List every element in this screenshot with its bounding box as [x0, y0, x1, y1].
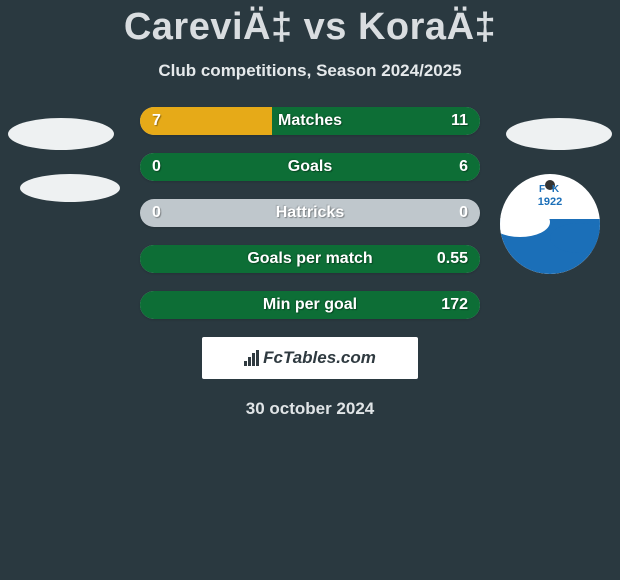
- stat-row: 7Matches11: [0, 107, 620, 135]
- stat-value-right: 0: [459, 204, 468, 222]
- stat-bar: Goals per match0.55: [140, 245, 480, 273]
- stat-label: Matches: [140, 112, 480, 130]
- date-text: 30 october 2024: [0, 399, 620, 419]
- stat-value-right: 172: [441, 296, 468, 314]
- stat-value-right: 0.55: [437, 250, 468, 268]
- stat-row: Min per goal172: [0, 291, 620, 319]
- stat-row: 0Hattricks0: [0, 199, 620, 227]
- stat-label: Goals per match: [140, 250, 480, 268]
- bar-chart-icon: [244, 350, 259, 366]
- stat-label: Goals: [140, 158, 480, 176]
- fctables-branding: FcTables.com: [202, 337, 418, 379]
- page-title: CareviÄ‡ vs KoraÄ‡: [0, 0, 620, 49]
- stat-row: 0Goals6: [0, 153, 620, 181]
- stat-bar: 7Matches11: [140, 107, 480, 135]
- stat-label: Min per goal: [140, 296, 480, 314]
- stat-bar: 0Hattricks0: [140, 199, 480, 227]
- subtitle: Club competitions, Season 2024/2025: [0, 61, 620, 81]
- stat-label: Hattricks: [140, 204, 480, 222]
- stat-row: Goals per match0.55: [0, 245, 620, 273]
- stat-value-right: 11: [451, 112, 468, 130]
- stat-bar: Min per goal172: [140, 291, 480, 319]
- comparison-bars: 7Matches110Goals60Hattricks0Goals per ma…: [0, 107, 620, 319]
- stat-value-right: 6: [459, 158, 468, 176]
- fctables-text: FcTables.com: [263, 348, 376, 368]
- stat-bar: 0Goals6: [140, 153, 480, 181]
